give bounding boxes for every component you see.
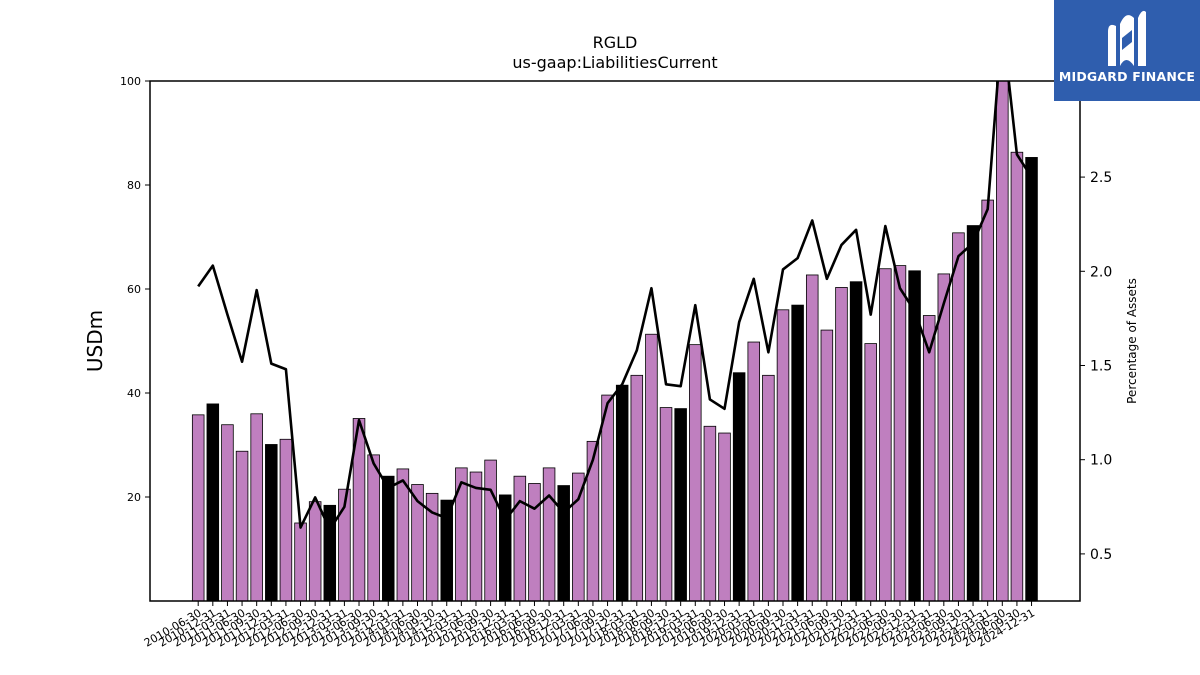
line-series [197,81,1033,531]
midgard-logo-icon [1108,10,1146,67]
y2-tick-label: 2.5 [1090,170,1112,186]
bar-2020-06-30 [762,374,775,601]
brand-name: MIDGARD FINANCE [1058,69,1196,84]
bar-2023-03-31 [922,315,936,601]
bar-2020-03-31 [747,341,761,601]
bar-2015-09-30 [484,459,497,601]
y-tick-label: 100 [120,75,141,88]
bar-2018-06-30 [645,333,658,601]
brand-logo: MIDGARD FINANCE [1054,0,1200,101]
bar-2012-09-30 [308,501,322,601]
bar-2015-03-31 [455,467,468,601]
y-tick-label: 60 [127,283,141,296]
y2-axis-label: Percentage of Assets [1125,278,1139,404]
bar-2014-03-31 [396,468,410,601]
bar-2018-09-30 [659,407,673,601]
bar-2024-06-30 [996,81,1009,601]
chart-title: RGLD [593,33,638,52]
bar-2011-03-31 [221,424,234,601]
bar-2012-06-30 [294,522,307,601]
bar-2024-12-31 [1025,157,1038,601]
bar-2022-09-30 [893,265,907,601]
bar-2024-03-31 [981,199,994,601]
bar-2021-09-30 [835,287,848,601]
bar-2023-12-31 [966,225,980,601]
bar-2022-03-31 [864,343,877,601]
bar-2023-06-30 [937,273,951,601]
y-tick-label: 20 [127,491,141,504]
percentage-of-assets-line [197,81,1033,531]
bar-2017-12-31 [615,384,629,601]
bar-2019-06-30 [703,425,717,601]
bar-2022-12-31 [908,270,921,601]
bar-2021-12-31 [849,281,863,601]
bar-series [191,81,1038,601]
bar-2020-09-30 [776,309,790,601]
y2-tick-label: 2.0 [1090,264,1112,280]
bar-2012-03-31 [279,438,293,601]
bar-2013-09-30 [367,454,380,601]
bar-2019-09-30 [718,432,731,601]
bar-2016-03-31 [513,475,527,601]
bar-2011-06-30 [235,450,249,601]
plot-frame [149,80,1081,602]
bar-2011-12-31 [265,444,278,601]
y-tick-label: 80 [127,179,141,192]
bar-2013-06-30 [352,418,366,601]
bar-2010-12-31 [206,403,220,601]
bar-2018-03-31 [630,374,644,601]
y2-tick-label: 1.0 [1090,453,1112,469]
y2-tick-label: 1.5 [1090,358,1112,374]
x-axis: 2010-06-302010-12-312011-03-312011-06-30… [142,601,1037,650]
bar-2015-06-30 [469,471,483,601]
bar-2017-03-31 [572,472,585,601]
bar-2016-06-30 [528,483,541,601]
bar-2023-09-30 [952,232,965,601]
bar-2016-12-31 [557,485,570,601]
bar-2020-12-31 [791,304,804,601]
y-tick-label: 40 [127,387,141,400]
bar-2021-03-31 [805,274,819,601]
chart-subtitle: us-gaap:LiabilitiesCurrent [512,53,717,72]
bar-2024-09-30 [1010,151,1024,601]
bar-2011-09-30 [250,413,263,601]
y-axis-right: 0.5 1.0 1.5 2.0 2.5 [1080,170,1112,563]
y-axis-label: USDm [83,310,107,372]
bar-2017-09-30 [601,394,614,601]
bar-2015-12-31 [498,494,512,601]
bar-2018-12-31 [674,408,687,601]
bar-2021-06-30 [820,329,834,601]
bar-2019-12-31 [732,372,746,601]
y-axis-left: 20 40 60 80 100 [120,75,150,504]
bar-2010-06-30 [191,414,205,601]
bar-2016-09-30 [542,467,556,601]
bar-2017-06-30 [586,440,600,601]
y2-tick-label: 0.5 [1090,547,1112,563]
bar-2013-03-31 [338,488,351,601]
bar-2022-06-30 [879,268,892,601]
bar-2013-12-31 [382,475,395,601]
bar-2012-12-31 [323,504,337,601]
bar-2019-03-31 [689,344,702,601]
